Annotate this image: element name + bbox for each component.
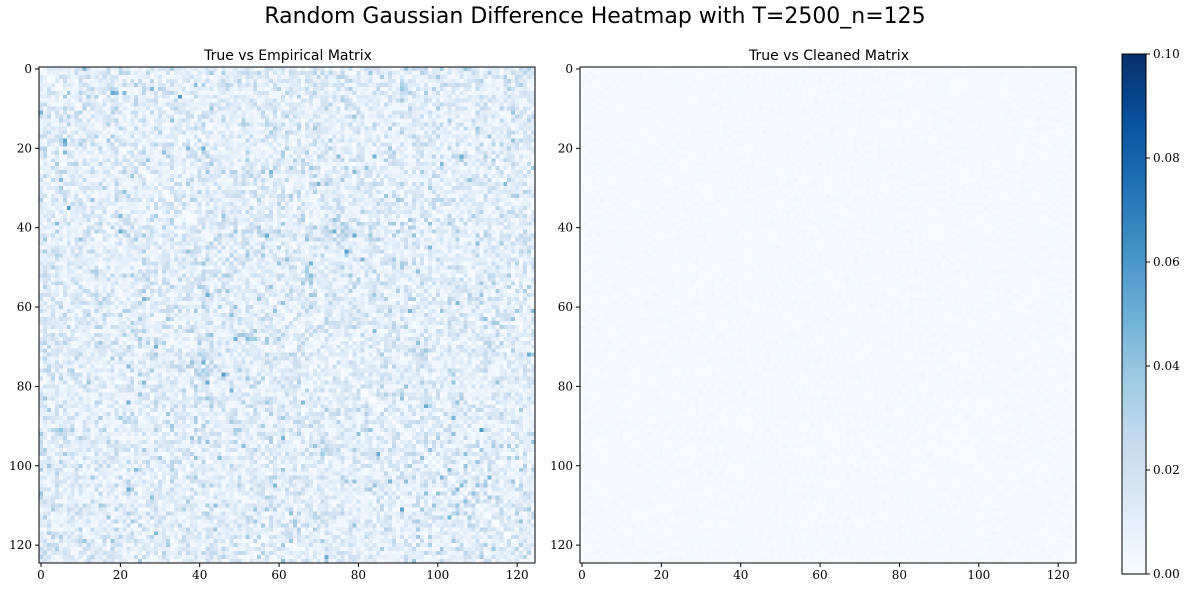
y-tick-label: 60: [558, 300, 573, 314]
heatmap-cleaned: 0 20 40 60 80 100 120 0 20 40 60 80 100 120: [550, 62, 1077, 582]
y-tick-label: 40: [558, 221, 573, 235]
plot-frame: [579, 66, 1077, 564]
colorbar-tick-label: 0.00: [1153, 567, 1180, 581]
colorbar-tick-label: 0.08: [1153, 151, 1180, 165]
plot-frame: [38, 66, 536, 564]
y-tick-label: 60: [17, 300, 32, 314]
y-tick-label: 120: [9, 538, 32, 552]
x-tick-label: 20: [654, 568, 669, 582]
x-tick-label: 100: [967, 568, 990, 582]
x-tick-label: 80: [892, 568, 907, 582]
y-tick-label: 80: [17, 379, 32, 393]
x-tick-label: 100: [426, 568, 449, 582]
x-tick-label: 60: [271, 568, 286, 582]
y-tick-label: 20: [558, 141, 573, 155]
figure-title: Random Gaussian Difference Heatmap with …: [264, 4, 926, 29]
y-tick-label: 120: [550, 538, 573, 552]
y-tick-label: 0: [565, 62, 573, 76]
panel-title-empirical: True vs Empirical Matrix: [203, 48, 372, 64]
x-tick-label: 80: [351, 568, 366, 582]
y-tick-label: 80: [558, 379, 573, 393]
x-tick-label: 0: [37, 568, 45, 582]
colorbar-tick-label: 0.10: [1153, 47, 1180, 61]
y-tick-label: 100: [550, 459, 573, 473]
y-tick-label: 40: [17, 221, 32, 235]
y-tick-label: 20: [17, 141, 32, 155]
x-tick-label: 120: [1047, 568, 1070, 582]
colorbar: 0.00 0.02 0.04 0.06 0.08 0.10: [1121, 47, 1180, 581]
y-tick-label: 0: [24, 62, 32, 76]
x-tick-label: 0: [578, 568, 586, 582]
colorbar-tick-label: 0.04: [1153, 359, 1180, 373]
heatmap-cells: [580, 67, 1076, 563]
heatmap-cells: [39, 67, 535, 563]
x-tick-label: 40: [733, 568, 748, 582]
heatmap-empirical: 0 20 40 60 80 100 120 0 20 40 60 80 100 120: [9, 62, 536, 582]
colorbar-tick-label: 0.02: [1153, 463, 1180, 477]
colorbar-gradient: [1121, 53, 1147, 575]
y-tick-label: 100: [9, 459, 32, 473]
x-tick-label: 20: [113, 568, 128, 582]
panel-title-cleaned: True vs Cleaned Matrix: [748, 48, 909, 64]
x-tick-label: 60: [812, 568, 827, 582]
colorbar-tick-label: 0.06: [1153, 255, 1180, 269]
x-tick-label: 120: [506, 568, 529, 582]
x-tick-label: 40: [192, 568, 207, 582]
